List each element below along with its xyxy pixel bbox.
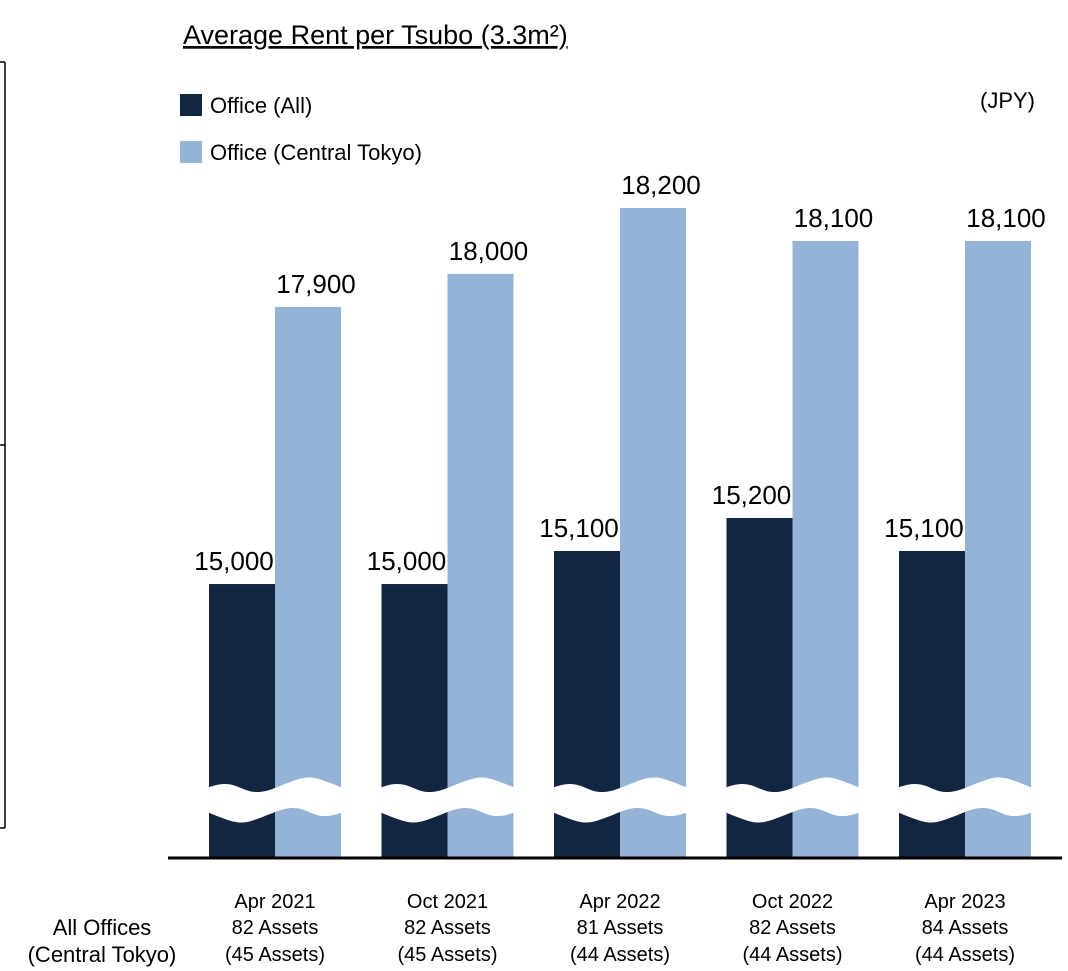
data-label: 18,000	[449, 236, 529, 266]
x-tick-label: 82 Assets	[232, 917, 319, 939]
axis-break	[724, 777, 861, 823]
x-tick-label: (44 Assets)	[570, 944, 670, 966]
x-tick-label: (44 Assets)	[742, 944, 842, 966]
legend-label: Office (All)	[210, 93, 312, 118]
x-tick-label: (45 Assets)	[225, 944, 325, 966]
row-label: (Central Tokyo)	[28, 942, 177, 967]
bar	[275, 306, 341, 859]
unit-label: (JPY)	[980, 88, 1035, 113]
x-tick-label: 82 Assets	[749, 917, 836, 939]
x-tick-label: (45 Assets)	[397, 944, 497, 966]
legend-label: Office (Central Tokyo)	[210, 140, 422, 165]
x-tick-label: Apr 2023	[924, 891, 1005, 913]
data-label: 15,000	[367, 546, 447, 576]
x-tick-label: Apr 2021	[234, 891, 315, 913]
axis-break	[897, 777, 1033, 823]
data-label: 18,100	[794, 203, 874, 233]
axis-break	[379, 777, 516, 823]
data-label: 18,100	[966, 203, 1046, 233]
data-label: 15,100	[884, 513, 964, 543]
x-tick-label: Oct 2022	[752, 891, 833, 913]
data-label: 15,000	[194, 546, 274, 576]
x-tick-label: Apr 2022	[579, 891, 660, 913]
data-label: 18,200	[621, 170, 701, 200]
x-tick-label: 84 Assets	[922, 917, 1009, 939]
legend-swatch	[180, 141, 202, 163]
x-tick-label: Oct 2021	[407, 891, 488, 913]
data-label: 17,900	[276, 269, 356, 299]
data-label: 15,200	[712, 480, 792, 510]
bar	[620, 207, 686, 858]
axis-break	[552, 777, 688, 823]
bar	[792, 240, 859, 858]
frame-fragment	[0, 61, 6, 829]
row-label: All Offices	[53, 915, 152, 940]
axis-break	[207, 777, 343, 823]
chart-title: Average Rent per Tsubo (3.3m²)	[183, 20, 568, 50]
plot: Office (All) Office (Central Tokyo) 15,000…	[28, 93, 1062, 967]
bar	[447, 273, 514, 858]
x-tick-label: (44 Assets)	[915, 944, 1015, 966]
x-tick-label: 81 Assets	[577, 917, 664, 939]
bar	[965, 240, 1031, 858]
x-tick-label: 82 Assets	[404, 917, 491, 939]
data-label: 15,100	[539, 513, 619, 543]
legend-swatch	[180, 94, 202, 116]
